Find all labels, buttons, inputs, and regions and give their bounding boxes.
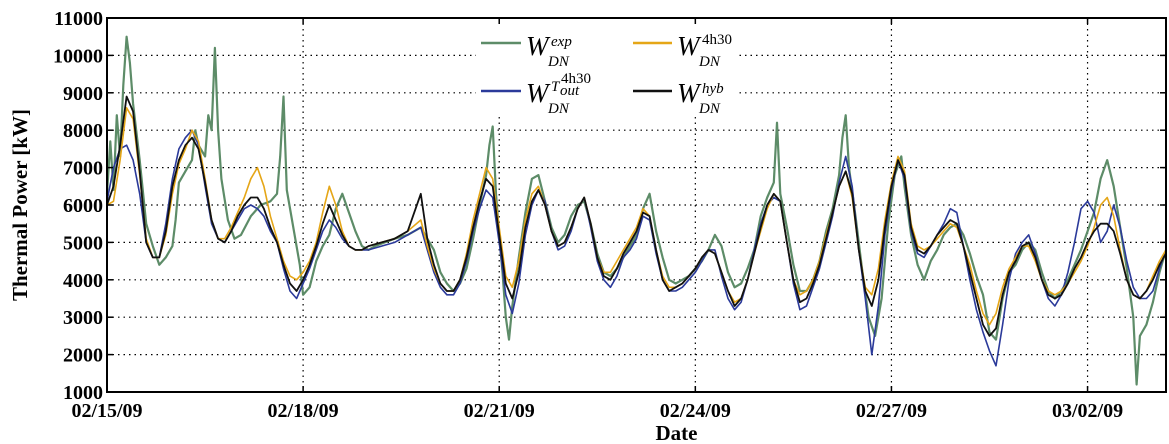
legend-entry-exp: W exp DN — [481, 31, 572, 70]
legend: W exp DN W 4h30 DN W T out 4h30 DN W hyb… — [476, 24, 738, 117]
legend-label-tout-sup-sup: 4h30 — [561, 71, 591, 87]
y-tick-label: 10000 — [53, 45, 103, 67]
y-tick-label: 3000 — [63, 307, 103, 329]
legend-label-tout-sub: DN — [547, 101, 570, 117]
y-axis-title: Thermal Power [kW] — [8, 109, 32, 301]
axis-ticks — [106, 17, 1166, 393]
y-tick-label: 5000 — [63, 232, 103, 254]
legend-label-exp-sup: exp — [551, 34, 572, 50]
legend-label-hyb-sub: DN — [698, 101, 721, 117]
legend-label-tout-base: W — [526, 78, 551, 108]
x-tick-label: 02/18/09 — [268, 400, 339, 422]
x-tick-label: 02/24/09 — [660, 400, 731, 422]
legend-label-hyb-sup: hyb — [702, 81, 724, 97]
legend-label-hyb-base: W — [677, 78, 702, 108]
x-tick-label: 02/21/09 — [464, 400, 535, 422]
legend-label-4h30-sup: 4h30 — [702, 32, 732, 48]
series-line-hyb — [106, 95, 1167, 337]
series-line-tout — [106, 129, 1167, 367]
legend-background — [476, 24, 738, 116]
y-tick-label: 6000 — [63, 195, 103, 217]
x-tick-label: 03/02/09 — [1052, 400, 1123, 422]
x-axis-title: Date — [656, 421, 698, 444]
y-tick-label: 4000 — [63, 270, 103, 292]
y-tick-label: 9000 — [63, 83, 103, 105]
y-tick-label: 2000 — [63, 345, 103, 367]
legend-entry-hyb: W hyb DN — [633, 78, 724, 117]
legend-label-exp-base: W — [526, 31, 551, 61]
x-tick-label: 02/15/09 — [71, 400, 142, 422]
legend-entry-tout: W T out 4h30 DN — [481, 71, 591, 117]
legend-label-4h30-sub: DN — [698, 54, 721, 70]
legend-entry-4h30: W 4h30 DN — [633, 31, 732, 70]
y-tick-label: 1000 — [63, 382, 103, 404]
legend-label-exp-sub: DN — [547, 54, 570, 70]
series-lines — [105, 35, 1168, 386]
y-tick-label: 11000 — [54, 8, 103, 30]
tick-labels: 1000 2000 3000 4000 5000 6000 7000 8000 9000 1000… — [53, 8, 1123, 422]
y-tick-label: 7000 — [63, 158, 103, 180]
legend-label-4h30-base: W — [677, 31, 702, 61]
legend-label-tout-sup-base: T — [551, 79, 561, 95]
y-tick-label: 8000 — [63, 120, 103, 142]
x-tick-label: 02/27/09 — [856, 400, 927, 422]
legend-label-tout-sup-sub: out — [560, 83, 580, 99]
